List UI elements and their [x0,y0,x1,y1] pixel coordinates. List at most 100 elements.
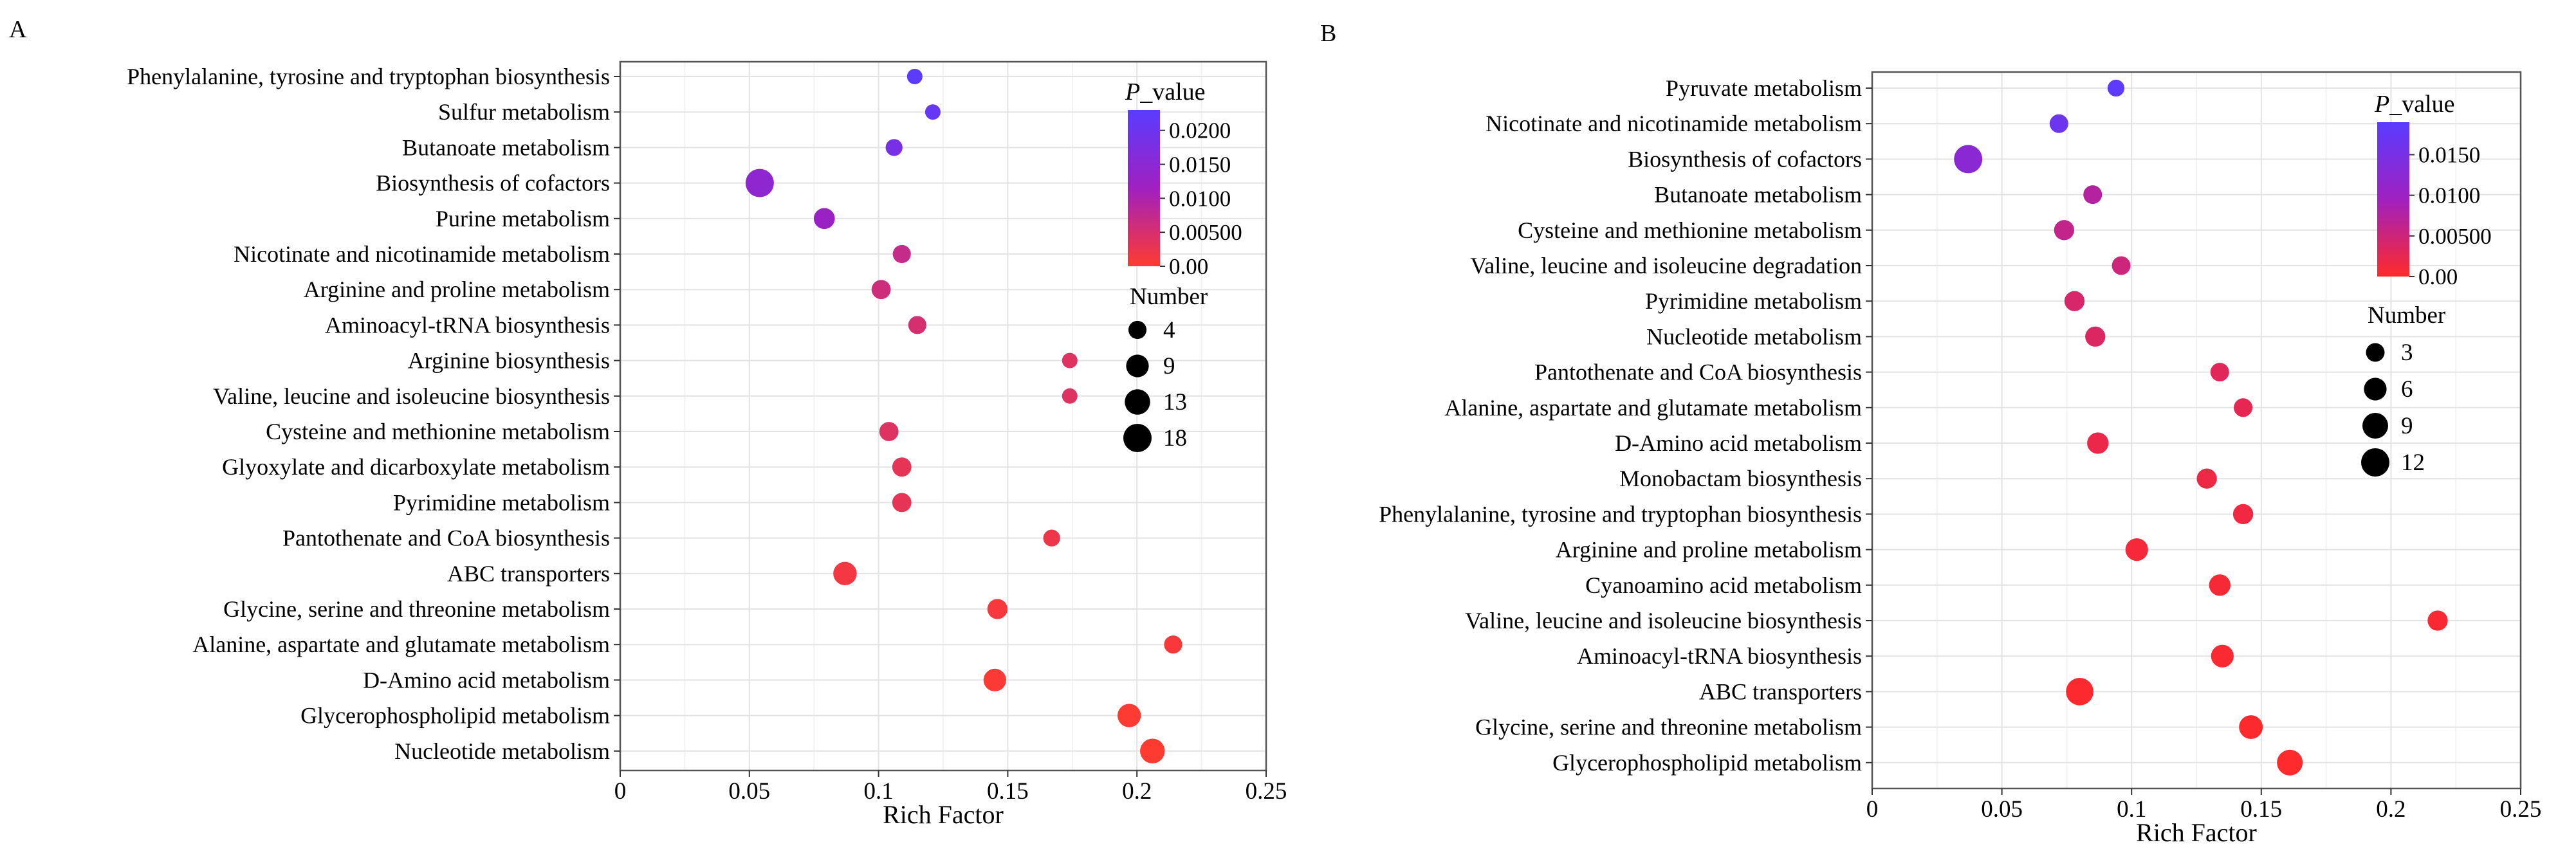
size-legend-marker [2364,378,2387,401]
y-tick-label: Aminoacyl-tRNA biosynthesis [1577,643,1862,669]
data-point [2277,749,2303,776]
size-legend-marker [1126,354,1149,378]
data-point [983,668,1006,692]
x-tick-label: 0 [614,778,627,805]
data-point [2125,538,2148,561]
colorbar-tick-label: 0.0100 [1169,186,1231,211]
x-tick-label: 0.2 [1122,778,1152,805]
data-point [2049,114,2068,133]
size-legend-label: 12 [2401,450,2425,476]
data-point [2054,220,2075,241]
data-point [1117,704,1141,727]
data-point [2232,504,2254,525]
data-point [892,457,912,477]
size-legend-marker [2366,343,2385,362]
data-point [2064,291,2085,311]
y-tick-label: Valine, leucine and isoleucine biosynthe… [213,383,610,409]
y-tick-label: Phenylalanine, tyrosine and tryptophan b… [1379,501,1862,527]
x-tick-label: 0.15 [2240,796,2282,823]
data-point [987,599,1007,619]
data-point [1043,529,1060,547]
colorbar-tick-label: 0.0150 [1169,152,1231,178]
y-tick-label: Glyoxylate and dicarboxylate metabolism [222,454,610,480]
size-legend-marker [1123,424,1152,452]
data-point [892,244,911,264]
colorbar-tick-label: 0.00500 [2418,224,2492,249]
data-point [2111,256,2131,275]
size-legend-marker [2362,413,2388,439]
y-tick-label: Sulfur metabolism [438,99,610,125]
y-tick-label: Glycine, serine and threonine metabolism [1475,715,1862,740]
size-legend-label: 18 [1163,425,1187,451]
y-tick-label: Valine, leucine and isoleucine biosynthe… [1465,608,1862,633]
y-tick-label: Nucleotide metabolism [1646,323,1862,349]
data-point [2107,79,2125,97]
x-tick-label: 0.15 [987,778,1029,805]
data-point [1164,635,1182,654]
size-legend-marker [1125,389,1150,415]
data-point [885,139,903,156]
size-legend-label: 9 [2401,413,2413,439]
data-point [879,422,899,441]
y-tick-label: Biosynthesis of cofactors [376,170,610,196]
y-tick-label: ABC transporters [1699,678,1862,704]
y-tick-label: Cysteine and methionine metabolism [1518,217,1862,243]
size-legend-label: 3 [2401,340,2413,366]
data-point [1140,738,1165,764]
colorbar-tick-label: 0.00500 [1169,220,1242,245]
data-point [925,104,941,120]
y-tick-label: Pyrimidine metabolism [393,489,610,515]
x-axis-label: Rich Factor [2136,818,2257,847]
x-tick-label: 0.05 [1981,796,2023,823]
y-tick-label: Arginine and proline metabolism [1556,537,1862,563]
colorbar-tick-label: 0.0200 [1169,118,1231,143]
data-point [2427,610,2448,631]
data-point [1062,352,1078,369]
colorbar-tick-label: 0.0150 [2418,143,2480,168]
data-point [908,316,926,334]
y-tick-label: Pyrimidine metabolism [1645,288,1862,314]
size-legend-label: 9 [1163,353,1175,379]
data-point [2211,644,2234,668]
y-tick-label: Monobactam biosynthesis [1619,466,1862,491]
plot-frame [1871,71,2522,790]
y-tick-label: Arginine biosynthesis [408,348,610,374]
size-legend-label: 4 [1163,317,1175,343]
y-tick-label: Nucleotide metabolism [394,738,610,764]
y-tick-label: Pyruvate metabolism [1666,75,1862,101]
y-tick-label: Pantothenate and CoA biosynthesis [1534,360,1862,385]
y-tick-label: Cysteine and methionine metabolism [266,419,610,444]
y-tick-label: ABC transporters [447,561,610,587]
data-point [1954,145,1983,174]
y-tick-label: Purine metabolism [436,206,610,232]
panel-label: A [9,16,27,43]
size-legend-label: 13 [1163,389,1187,415]
colorbar [2377,122,2409,277]
x-tick-label: 0.1 [2117,796,2146,823]
y-tick-label: Pantothenate and CoA biosynthesis [282,525,610,551]
colorbar-title: P_value [2374,91,2455,118]
y-tick-label: D-Amino acid metabolism [363,667,610,693]
data-point [2196,468,2217,489]
panel-label: B [1320,20,1336,47]
x-tick-label: 0.25 [1246,778,1287,805]
data-point [1062,388,1078,404]
data-point [2085,326,2106,347]
size-legend-marker [1128,320,1147,340]
data-point [2066,678,2093,706]
y-tick-label: Glycerophospholipid metabolism [1552,750,1862,776]
y-tick-label: D-Amino acid metabolism [1615,430,1862,456]
colorbar-tick-label: 0.00 [2418,264,2458,289]
y-tick-label: Phenylalanine, tyrosine and tryptophan b… [127,64,610,89]
x-tick-label: 0.25 [2500,796,2542,823]
y-tick-label: Alanine, aspartate and glutamate metabol… [192,632,610,657]
y-tick-label: Butanoate metabolism [402,134,610,160]
plot-frame [619,60,1267,772]
colorbar-title: P_value [1125,78,1206,105]
data-point [2087,432,2109,454]
size-legend-title: Number [1130,284,1208,310]
size-legend-title: Number [2368,302,2445,329]
y-tick-label: Glycine, serine and threonine metabolism [223,596,610,622]
x-tick-label: 0.2 [2376,796,2406,823]
colorbar [1128,110,1160,266]
